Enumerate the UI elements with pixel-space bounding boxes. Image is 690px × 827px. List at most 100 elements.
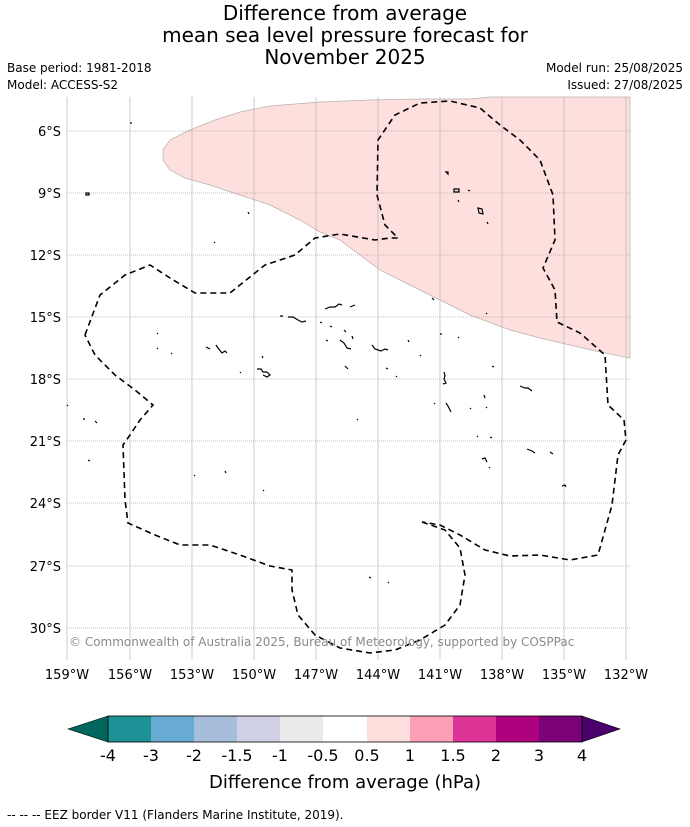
colorbar-tick: -3 <box>143 746 159 765</box>
colorbar-cell <box>323 716 367 742</box>
meta-right: Model run: 25/08/2025 Issued: 27/08/2025 <box>546 60 683 94</box>
lat-label: 18°S <box>30 373 61 388</box>
lon-label: 141°W <box>418 668 462 683</box>
lon-label: 132°W <box>604 668 648 683</box>
island <box>280 315 307 323</box>
island <box>66 404 359 424</box>
eez-border-french-polynesia <box>84 100 627 561</box>
colorbar-cell <box>108 716 151 742</box>
colorbar-tick: 1 <box>405 746 415 765</box>
island <box>486 221 489 225</box>
lat-label: 12°S <box>30 249 61 264</box>
island <box>485 312 488 315</box>
colorbar-tick: 4 <box>577 746 587 765</box>
island <box>477 207 484 215</box>
copyright-notice: © Commonwealth of Australia 2025, Bureau… <box>69 635 574 649</box>
colorbar-tick: -1 <box>272 746 288 765</box>
colorbar-tick: 2 <box>491 746 501 765</box>
island <box>491 365 533 392</box>
colorbar-cell <box>453 716 496 742</box>
island <box>257 368 271 378</box>
island <box>349 304 356 308</box>
base-period: Base period: 1981-2018 <box>7 61 152 75</box>
title-line-3: November 2025 <box>264 45 426 69</box>
islands <box>66 122 567 584</box>
colorbar-cell-extend-high <box>581 715 621 743</box>
colorbar-tick: 1.5 <box>440 746 465 765</box>
colorbar-cell <box>539 716 582 742</box>
colorbar-cell <box>151 716 194 742</box>
lon-label: 135°W <box>542 668 586 683</box>
lon-gridlines <box>66 97 627 660</box>
island <box>205 344 228 354</box>
colorbar-frame <box>107 715 583 743</box>
meta-left: Base period: 1981-2018 Model: ACCESS-S2 <box>7 60 152 94</box>
colorbar-cell <box>496 716 539 742</box>
lat-label: 30°S <box>30 622 61 637</box>
colorbar-tick: -2 <box>186 746 202 765</box>
lat-label: 24°S <box>30 497 61 512</box>
eez-borders <box>84 100 627 654</box>
colorbar-cell <box>410 716 453 742</box>
colorbar-cell <box>367 716 410 742</box>
island <box>442 371 447 385</box>
lat-label: 27°S <box>30 560 61 575</box>
lat-label: 15°S <box>30 311 61 326</box>
colorbar-cell <box>194 716 237 742</box>
eez-border-south <box>84 334 466 654</box>
map-title: Difference from average mean sea level p… <box>0 2 690 68</box>
island <box>319 321 347 333</box>
model-name: Model: ACCESS-S2 <box>7 78 119 92</box>
island <box>324 303 343 310</box>
island <box>453 188 460 193</box>
island <box>325 335 354 350</box>
island <box>561 484 567 488</box>
island <box>457 199 460 203</box>
anomaly-region-positive <box>162 96 631 359</box>
island <box>262 489 390 584</box>
island <box>467 189 471 192</box>
colorbar-cell-extend-low <box>67 715 109 743</box>
lon-label: 144°W <box>356 668 400 683</box>
lon-label: 150°W <box>232 668 276 683</box>
model-run: Model run: 25/08/2025 <box>545 61 683 75</box>
island <box>261 355 398 378</box>
island <box>476 435 554 455</box>
island <box>371 344 389 352</box>
colorbar-label: Difference from average (hPa) <box>209 772 481 793</box>
colorbar-tick: 0.5 <box>354 746 379 765</box>
colorbar-tick: -0.5 <box>307 746 338 765</box>
lon-label: 147°W <box>294 668 338 683</box>
title-line-1: Difference from average <box>222 1 468 25</box>
colorbar: -4 -3 -2 -1.5 -1 -0.5 0.5 1 1.5 2 3 4 Di… <box>67 715 621 793</box>
lon-label: 153°W <box>170 668 214 683</box>
island <box>85 192 90 196</box>
island <box>247 211 250 215</box>
colorbar-cell <box>280 716 323 742</box>
island <box>407 333 460 357</box>
island <box>431 297 435 301</box>
island <box>444 171 449 176</box>
island <box>156 332 242 374</box>
lat-label: 9°S <box>38 187 61 202</box>
island <box>481 457 491 469</box>
colorbar-tick: -1.5 <box>221 746 252 765</box>
latitude-labels: 6°S 9°S 12°S 15°S 18°S 21°S 24°S 27°S 30… <box>30 125 61 637</box>
island <box>433 394 488 413</box>
title-line-2: mean sea level pressure forecast for <box>162 23 528 47</box>
colorbar-tick: -4 <box>100 746 116 765</box>
lon-label: 138°W <box>480 668 524 683</box>
lon-label: 159°W <box>45 668 89 683</box>
lat-label: 21°S <box>30 435 61 450</box>
longitude-labels: 159°W 156°W 153°W 150°W 147°W 144°W 141°… <box>45 668 648 683</box>
island <box>213 241 216 244</box>
colorbar-cell <box>237 716 280 742</box>
colorbar-ticks: -4 -3 -2 -1.5 -1 -0.5 0.5 1 1.5 2 3 4 <box>100 746 587 765</box>
eez-footnote: -- -- -- EEZ border V11 (Flanders Marine… <box>7 808 344 822</box>
issued-date: Issued: 27/08/2025 <box>567 78 683 92</box>
colorbar-tick: 3 <box>534 746 544 765</box>
lon-label: 156°W <box>108 668 152 683</box>
lat-label: 6°S <box>38 125 61 140</box>
island <box>87 459 227 477</box>
